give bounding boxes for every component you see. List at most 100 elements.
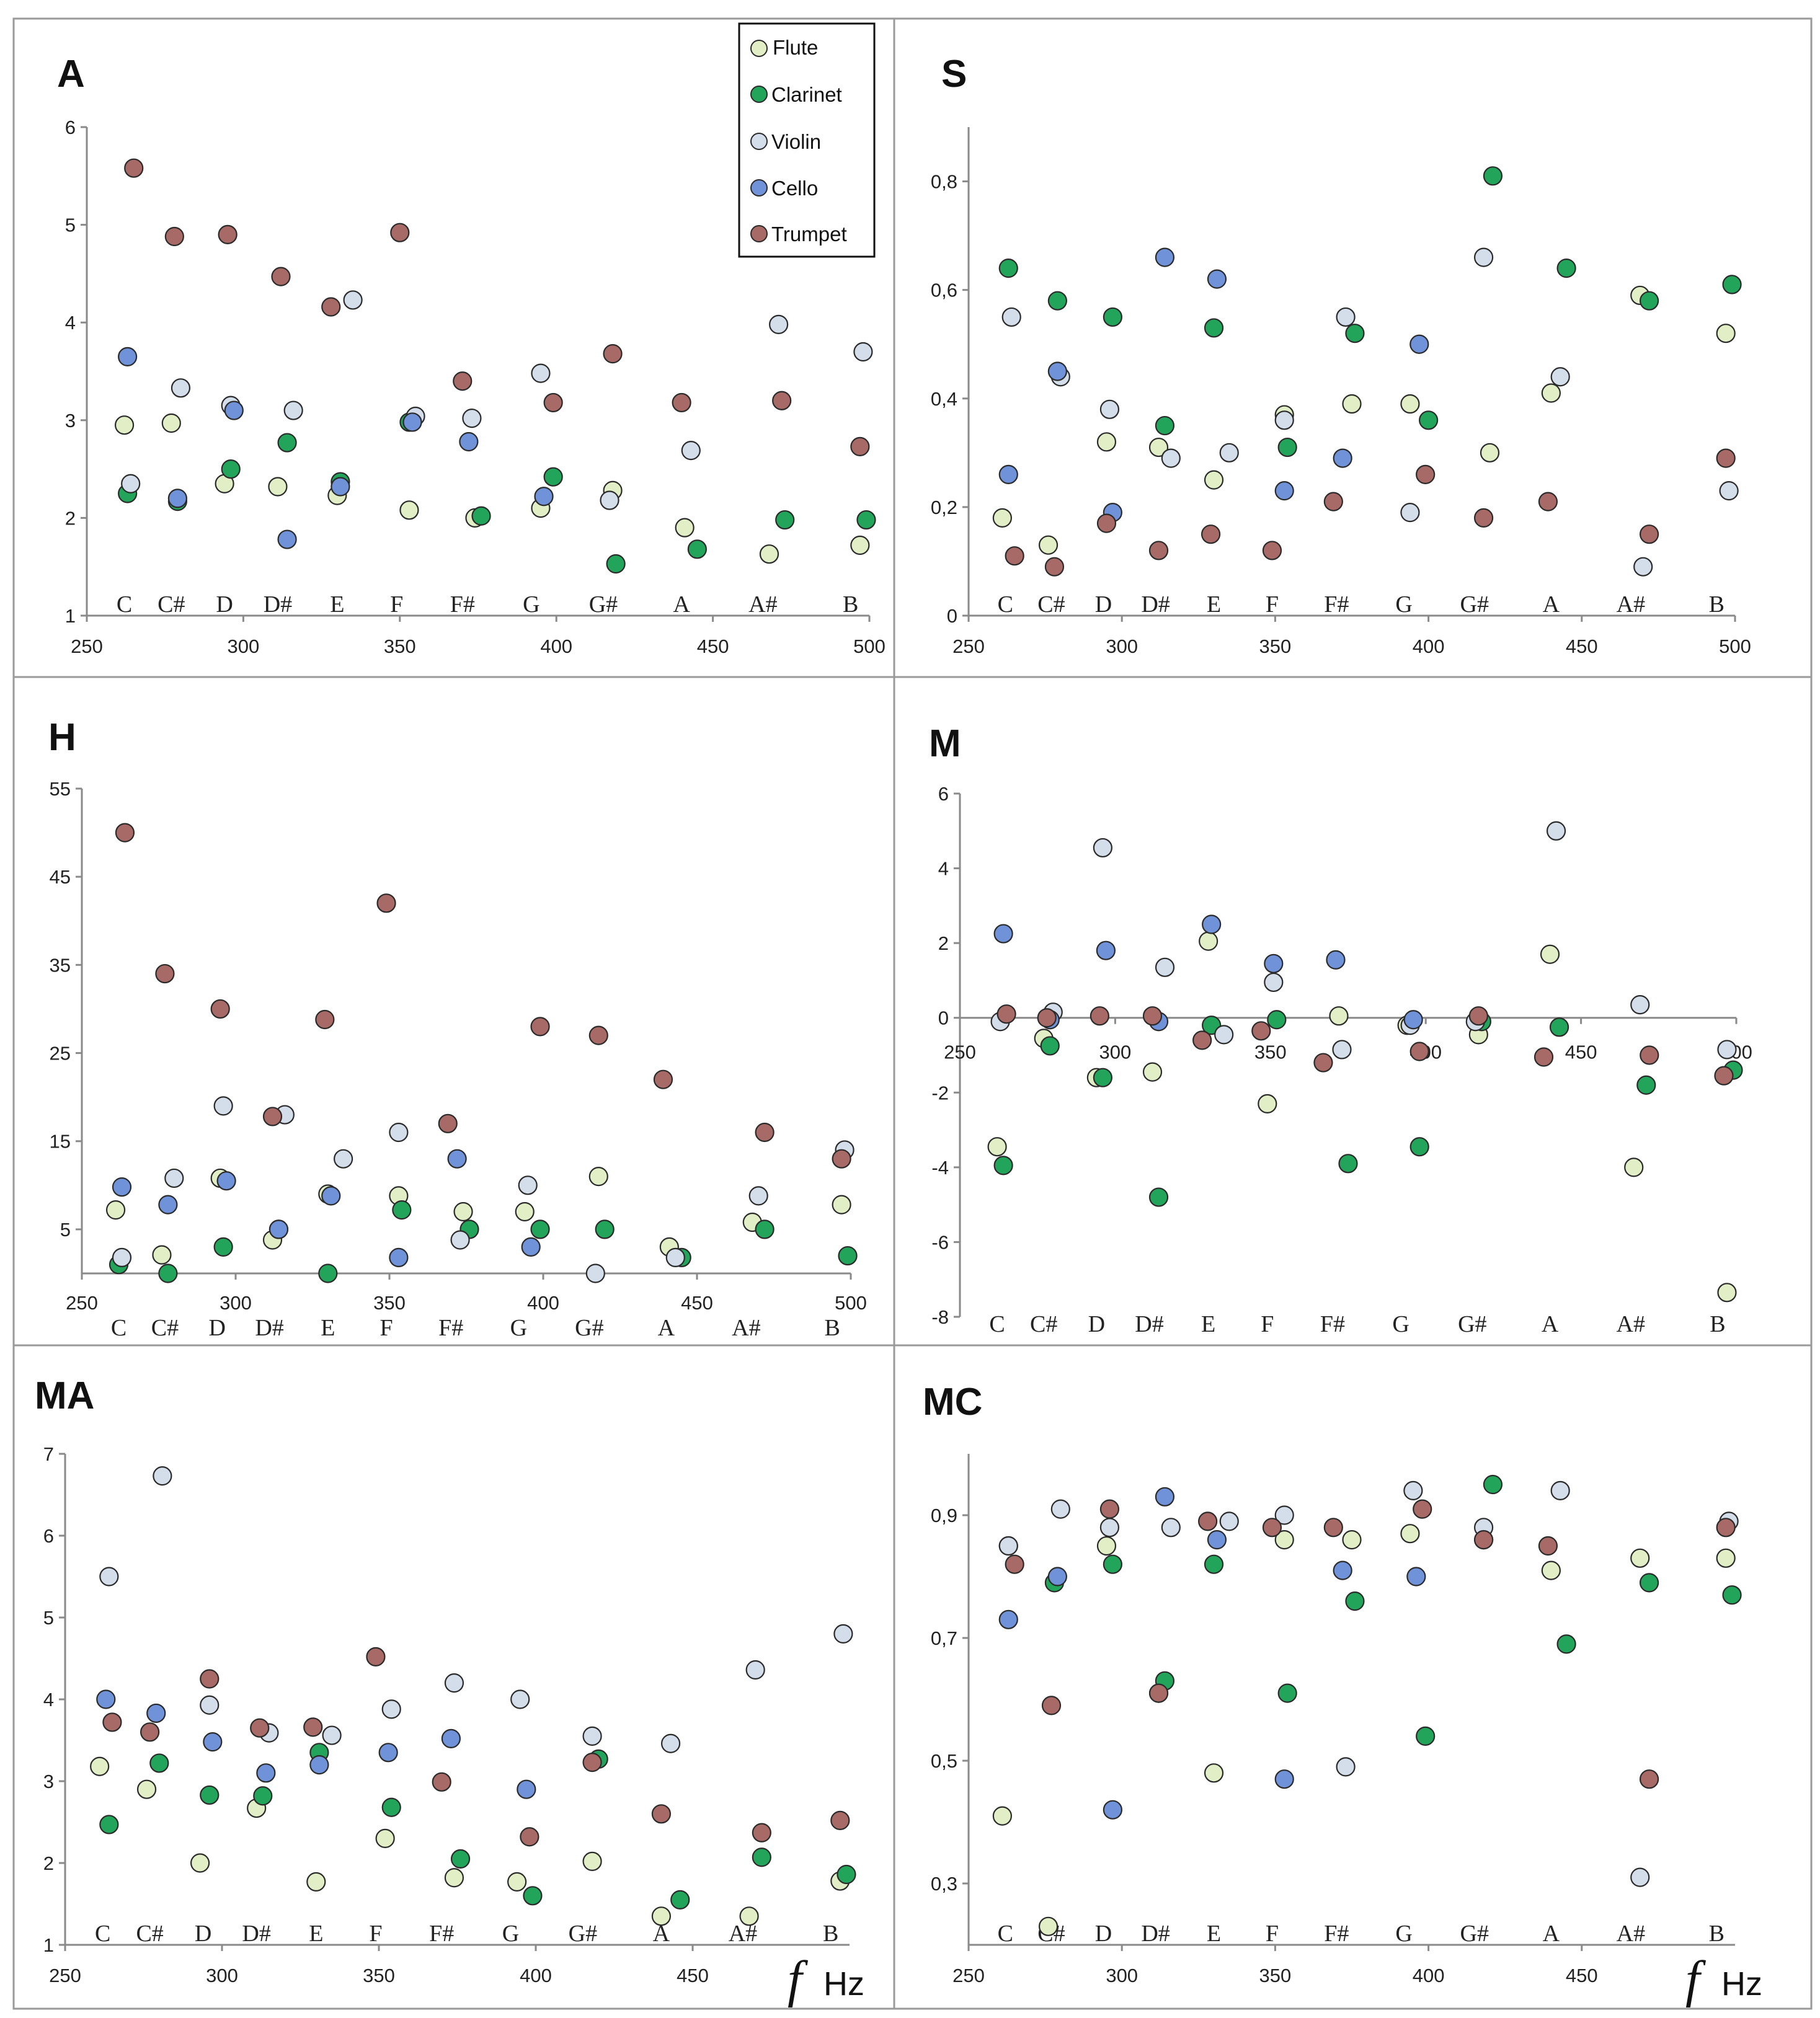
series-trumpet	[102, 1647, 850, 1847]
note-label: F#	[429, 1921, 454, 1947]
data-point	[1093, 838, 1112, 858]
note-label: F	[1266, 591, 1279, 617]
note-label: A	[1543, 1921, 1560, 1947]
data-point	[752, 1848, 771, 1867]
data-point	[1714, 1066, 1734, 1086]
note-label: G	[510, 1315, 527, 1341]
legend-entry-trumpet: Trumpet	[750, 223, 847, 246]
data-point	[998, 464, 1018, 484]
data-point	[146, 1703, 166, 1724]
y-tick-label: 0,5	[931, 1750, 957, 1772]
data-point	[1639, 291, 1659, 311]
data-point	[1323, 1518, 1343, 1538]
x-tick-label: 250	[952, 1965, 985, 1986]
y-tick-label: 0,7	[931, 1627, 957, 1649]
note-label: B	[1709, 591, 1725, 617]
note-label: D#	[255, 1315, 283, 1341]
y-tick-label: 2	[65, 507, 76, 529]
data-point	[1274, 481, 1294, 501]
data-point	[462, 409, 482, 428]
note-label: D	[209, 1315, 226, 1341]
data-point	[376, 893, 396, 913]
data-point	[114, 415, 135, 435]
data-point	[832, 1195, 851, 1215]
data-point	[515, 1202, 535, 1222]
series-cello	[998, 1487, 1426, 1820]
data-point	[381, 1699, 401, 1719]
data-point	[1219, 1511, 1239, 1531]
data-point	[1333, 1560, 1352, 1580]
data-point	[1624, 1157, 1644, 1177]
data-point	[213, 1096, 233, 1116]
data-point	[1037, 1008, 1057, 1028]
data-point	[1550, 1480, 1570, 1500]
data-point	[832, 1149, 851, 1169]
note-label: B	[825, 1315, 840, 1341]
data-point	[1161, 1518, 1181, 1538]
data-point	[1047, 1567, 1067, 1587]
data-point	[1161, 448, 1181, 468]
series-trumpet	[997, 1004, 1734, 1086]
x-tick-label: 300	[206, 1965, 238, 1986]
data-point	[158, 1263, 178, 1283]
series-cello	[998, 247, 1429, 523]
data-point	[140, 1722, 160, 1742]
data-point	[224, 401, 244, 420]
x-tick-label: 300	[228, 635, 260, 657]
data-point	[471, 506, 491, 526]
data-point	[402, 412, 422, 432]
x-tick-label: 350	[373, 1292, 406, 1314]
data-point	[1202, 914, 1222, 934]
data-point	[1047, 291, 1067, 311]
data-point	[853, 342, 873, 362]
data-point	[216, 1171, 236, 1191]
data-point	[1148, 541, 1169, 560]
note-label: D#	[1141, 591, 1170, 617]
data-point	[303, 1717, 323, 1737]
data-point	[1556, 259, 1576, 278]
data-point	[687, 539, 707, 559]
note-label: C	[111, 1315, 127, 1341]
data-point	[838, 1246, 858, 1266]
x-tick-label: 450	[1566, 1965, 1598, 1986]
y-tick-label: 5	[65, 215, 76, 236]
x-tick-label: 250	[952, 635, 985, 657]
data-point	[1716, 1548, 1736, 1568]
data-point	[1103, 1554, 1122, 1574]
data-point	[1148, 1187, 1169, 1207]
data-point	[381, 1797, 401, 1817]
data-point	[987, 1137, 1007, 1157]
panel-frame	[893, 676, 1813, 1347]
series-cello	[112, 1149, 541, 1268]
data-point	[1277, 1683, 1297, 1703]
data-point	[322, 1725, 342, 1745]
data-point	[115, 823, 135, 843]
data-point	[1550, 367, 1570, 387]
data-point	[1103, 307, 1122, 327]
data-point	[1040, 1036, 1060, 1056]
data-point	[1717, 1040, 1737, 1060]
data-point	[1416, 1726, 1436, 1746]
x-tick-label: 300	[1099, 1042, 1132, 1063]
data-point	[389, 1247, 409, 1268]
note-label: G#	[1460, 1921, 1489, 1947]
data-point	[1096, 1536, 1117, 1556]
data-point	[1333, 448, 1352, 468]
data-point	[992, 1806, 1012, 1826]
data-point	[1419, 410, 1439, 430]
hz-label-right: Hz	[1721, 1965, 1762, 2003]
legend-label-cello: Cello	[771, 177, 818, 200]
data-point	[158, 1195, 178, 1215]
data-point	[441, 1728, 461, 1748]
data-point	[1103, 1800, 1122, 1820]
y-tick-label: 2	[938, 932, 949, 954]
data-point	[1192, 1030, 1212, 1050]
note-label: B	[1709, 1921, 1725, 1947]
data-point	[321, 1186, 341, 1206]
note-label: G	[1395, 591, 1412, 617]
x-tick-label: 350	[1259, 1965, 1292, 1986]
y-tick-label: 5	[60, 1219, 71, 1241]
data-point	[213, 1237, 233, 1257]
data-point	[1264, 972, 1284, 993]
